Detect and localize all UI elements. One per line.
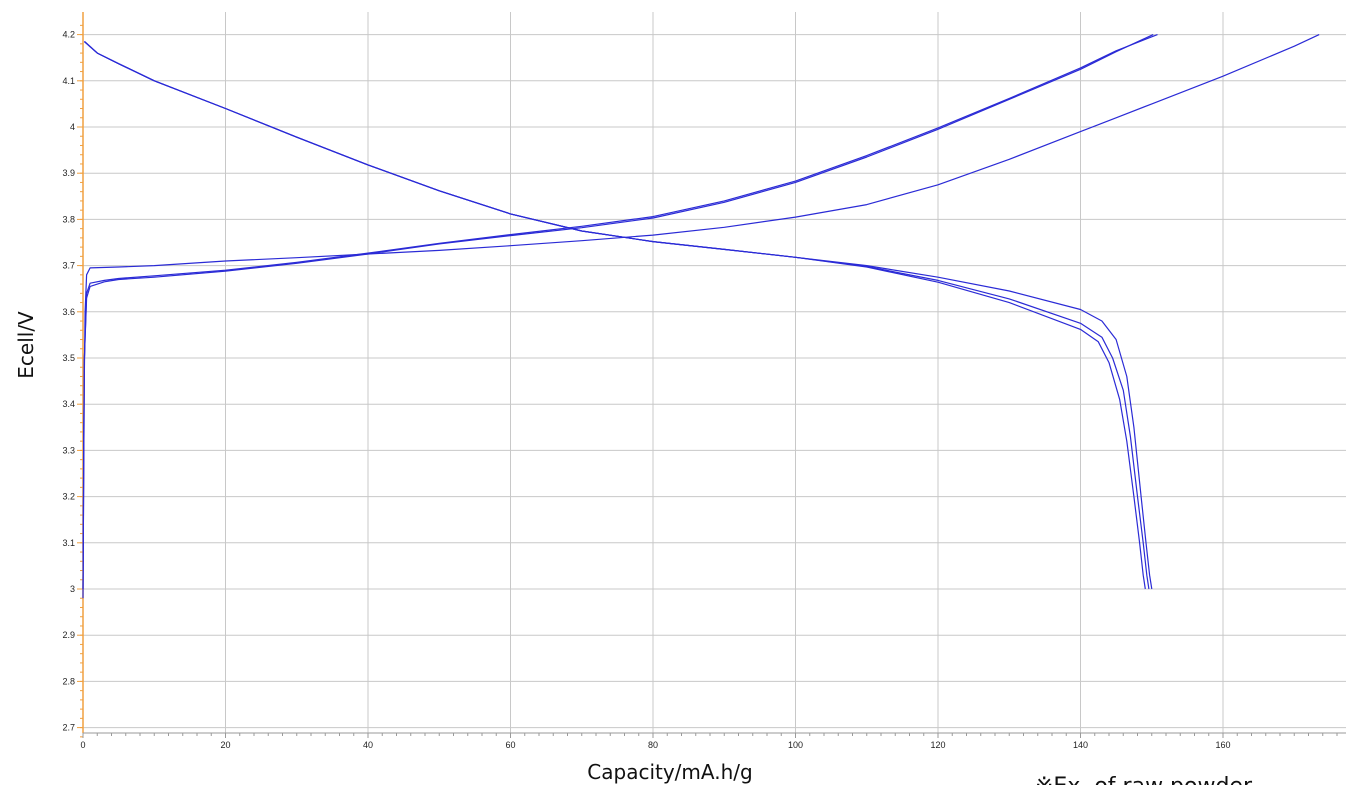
y-axis-title: Ecell/V <box>14 311 38 379</box>
y-tick-label: 3.6 <box>62 307 75 317</box>
tick-labels: 2.7 2.8 2.9 3 3.1 3.2 3.3 3.4 3.5 3.6 3.7 3.8 3.9 4 4.… <box>62 30 1230 750</box>
y-tick-label: 2.7 <box>62 723 75 733</box>
gridlines <box>83 12 1346 733</box>
x-tick-label: 60 <box>505 740 515 750</box>
x-tick-label: 100 <box>788 740 803 750</box>
series-line-6 <box>83 41 1146 590</box>
y-tick-label: 3.5 <box>62 353 75 363</box>
x-axis-title: Capacity/mA.h/g <box>587 760 752 784</box>
x-tick-label: 40 <box>363 740 373 750</box>
x-tick-label: 0 <box>80 740 85 750</box>
x-tick-label: 80 <box>648 740 658 750</box>
x-tick-label: 160 <box>1215 740 1230 750</box>
y-tick-label: 3 <box>70 584 75 594</box>
axes <box>77 12 1346 738</box>
y-tick-label: 3.4 <box>62 399 75 409</box>
y-tick-label: 3.2 <box>62 492 75 502</box>
y-tick-label: 4 <box>70 122 75 132</box>
y-tick-label: 3.7 <box>62 261 75 271</box>
footnote: ※Ex. of raw powder <box>1035 774 1253 785</box>
y-tick-label: 3.1 <box>62 538 75 548</box>
series-line-1 <box>82 34 1320 599</box>
y-tick-label: 3.3 <box>62 445 75 455</box>
y-tick-label: 3.9 <box>62 168 75 178</box>
x-tick-label: 140 <box>1073 740 1088 750</box>
y-tick-label: 2.9 <box>62 630 75 640</box>
y-tick-label: 2.8 <box>62 676 75 686</box>
x-tick-label: 120 <box>930 740 945 750</box>
series-line-2 <box>82 34 1154 590</box>
y-tick-label: 3.8 <box>62 214 75 224</box>
y-tick-label: 4.1 <box>62 76 75 86</box>
x-tick-label: 20 <box>220 740 230 750</box>
series-lines <box>82 34 1320 599</box>
y-tick-label: 4.2 <box>62 30 75 40</box>
series-line-3 <box>82 34 1158 590</box>
